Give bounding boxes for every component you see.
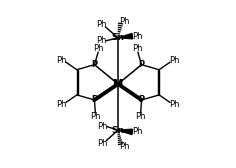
Text: Ph: Ph: [56, 100, 67, 109]
Text: Ph: Ph: [169, 56, 180, 65]
Text: Ph: Ph: [96, 20, 106, 29]
Polygon shape: [118, 129, 133, 135]
Text: M: M: [113, 79, 123, 89]
Text: Ph: Ph: [96, 36, 107, 45]
Text: Sn: Sn: [111, 33, 125, 42]
Text: Ph: Ph: [97, 139, 107, 148]
Text: P: P: [139, 60, 145, 69]
Polygon shape: [118, 33, 133, 39]
Text: Sn: Sn: [111, 126, 125, 135]
Text: Ph: Ph: [56, 56, 67, 65]
Text: Ph: Ph: [132, 32, 142, 41]
Text: Ph: Ph: [132, 127, 142, 136]
Text: Ph: Ph: [169, 100, 180, 109]
Text: P: P: [139, 95, 145, 104]
Text: P: P: [91, 95, 97, 104]
Text: Ph: Ph: [119, 17, 130, 26]
Text: P: P: [91, 60, 97, 69]
Text: Ph: Ph: [135, 112, 146, 121]
Text: Ph: Ph: [119, 142, 130, 151]
Text: Ph: Ph: [133, 44, 143, 53]
Text: Ph: Ph: [97, 122, 107, 131]
Text: Ph: Ph: [90, 112, 101, 121]
Text: Ph: Ph: [93, 44, 103, 53]
